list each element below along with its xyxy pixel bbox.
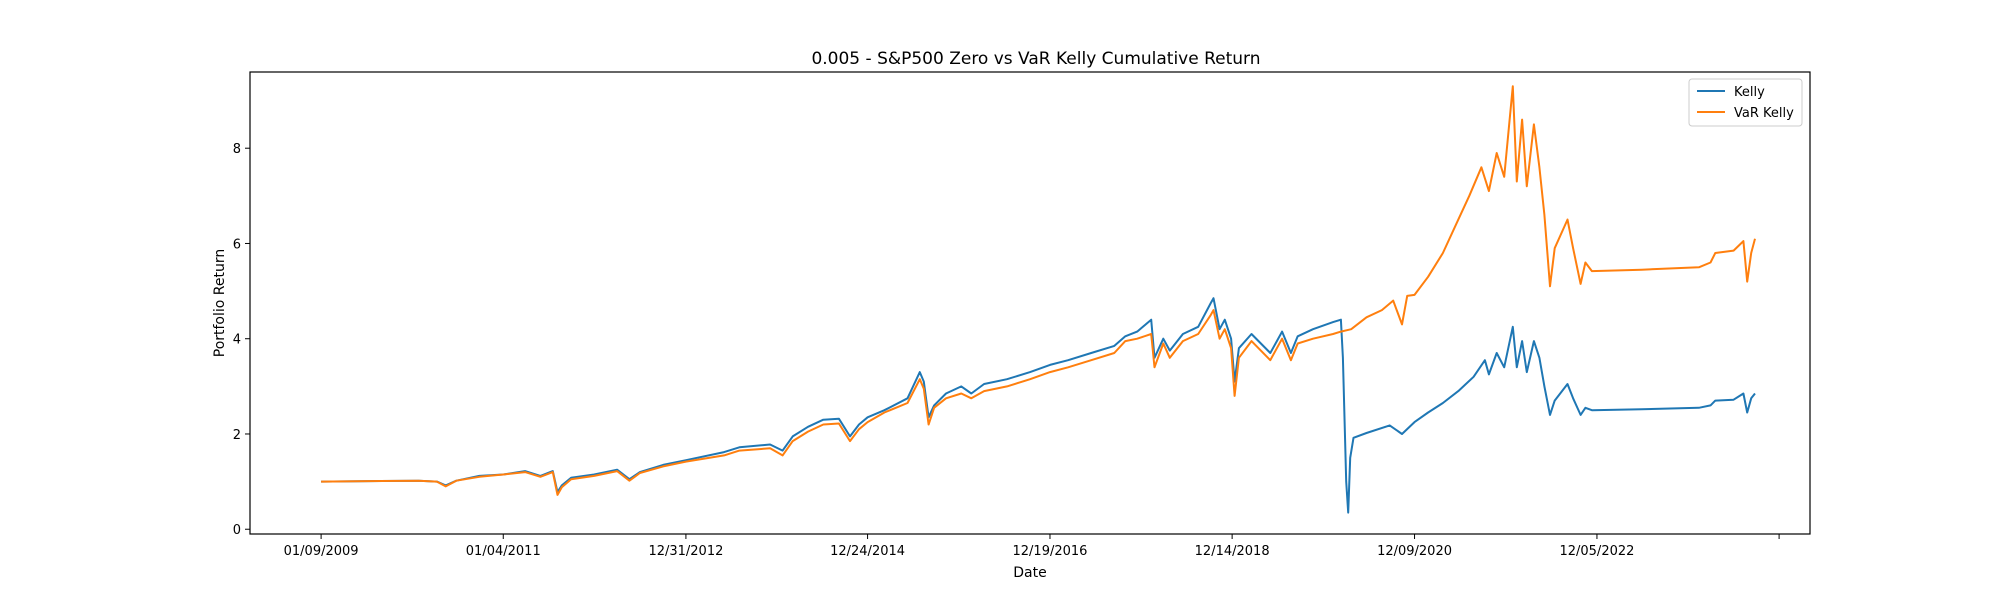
legend-label-kelly: Kelly [1734, 85, 1765, 100]
y-tick-label: 6 [233, 237, 241, 252]
x-tick-label: 12/19/2016 [1013, 544, 1088, 559]
x-tick-label: 12/14/2018 [1195, 544, 1270, 559]
x-tick-label: 01/09/2009 [284, 544, 359, 559]
y-tick-label: 4 [233, 333, 241, 348]
y-axis-label: Portfolio Return [212, 249, 228, 358]
x-tick-label: 12/24/2014 [830, 544, 905, 559]
x-axis: 01/09/2009 01/04/2011 12/31/2012 12/24/2014… [284, 534, 1780, 559]
y-tick-label: 8 [233, 142, 241, 157]
chart-title: 0.005 - S&P500 Zero vs VaR Kelly Cumulat… [811, 49, 1260, 69]
series-line-var-kelly [321, 85, 1756, 496]
x-tick-label: 12/31/2012 [648, 544, 723, 559]
x-tick-label: 01/04/2011 [466, 544, 541, 559]
plot-frame [249, 71, 1811, 535]
x-tick-label: 12/09/2020 [1377, 544, 1452, 559]
x-tick-label: 12/05/2022 [1559, 544, 1634, 559]
legend: Kelly VaR Kelly [1688, 78, 1803, 127]
x-axis-label: Date [1013, 565, 1046, 581]
legend-label-var-kelly: VaR Kelly [1734, 106, 1794, 121]
y-tick-label: 2 [233, 428, 241, 443]
y-axis: 0 2 4 6 8 [233, 142, 250, 538]
series-layer [321, 85, 1756, 514]
y-tick-label: 0 [233, 523, 241, 538]
series-line-kelly [321, 297, 1756, 514]
